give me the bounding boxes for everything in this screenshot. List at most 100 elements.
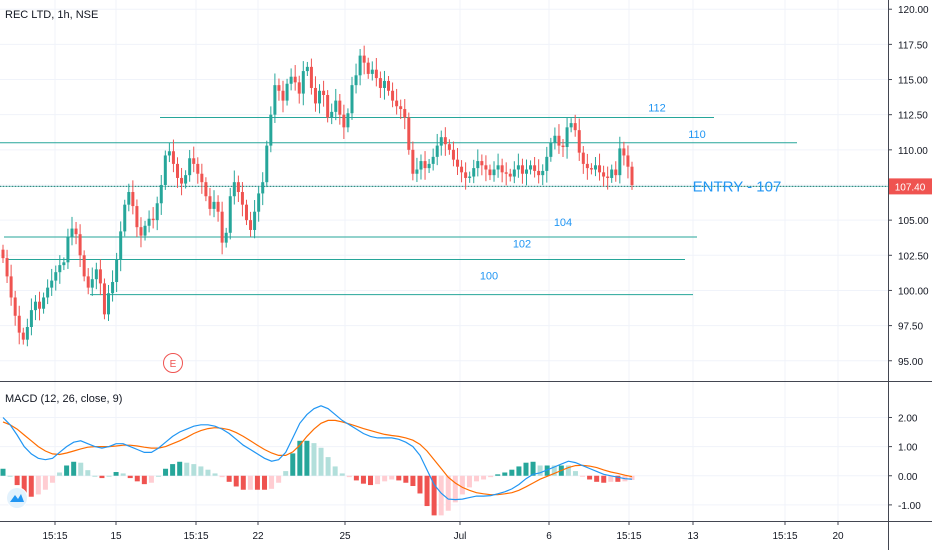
candle-body: [70, 228, 74, 238]
candle-body: [261, 182, 265, 194]
candle-body: [545, 156, 549, 171]
candle-body: [102, 283, 106, 315]
candle-body: [9, 276, 13, 298]
candle-body: [167, 151, 171, 156]
candle-body: [46, 287, 50, 298]
candle-body: [614, 169, 618, 176]
macd-hist-bar: [530, 461, 536, 476]
candle-body: [98, 269, 102, 284]
candle-body: [281, 90, 285, 101]
price-tick-label: 117.50: [898, 40, 928, 51]
candle-body: [180, 177, 184, 184]
price-tick-label: 100.00: [898, 286, 929, 297]
macd-line: [2, 405, 633, 501]
macd-hist-bar: [523, 462, 529, 476]
candle-body: [13, 297, 17, 316]
candle-body: [618, 148, 622, 176]
time-tick-label: Jul: [454, 531, 467, 542]
candle-body: [378, 78, 382, 88]
candle-body: [123, 204, 127, 232]
candle-body: [50, 280, 54, 288]
macd-tick-label: 2.00: [898, 413, 918, 424]
macd-hist-bar: [375, 475, 381, 485]
event-marker[interactable]: E: [163, 353, 183, 373]
candle-body: [309, 66, 313, 88]
macd-hist-bar: [325, 457, 331, 476]
macd-hist-bar: [551, 465, 557, 476]
macd-hist-bar: [544, 465, 550, 476]
macd-hist-bar: [318, 447, 324, 476]
candle-body: [565, 127, 569, 148]
macd-hist-bar: [177, 461, 183, 476]
candle-body: [17, 315, 21, 333]
macd-hist-bar: [113, 472, 119, 476]
candle-body: [541, 170, 545, 176]
price-tick-label: 115.00: [898, 76, 928, 87]
candle-body: [557, 135, 561, 146]
candle-body: [82, 255, 86, 277]
candle-body: [593, 165, 597, 170]
macd-hist-bar: [438, 475, 444, 516]
candle-body: [342, 114, 346, 128]
candle-body: [293, 76, 297, 83]
candle-body: [244, 204, 248, 221]
level-label-entry-107: ENTRY - 107: [693, 178, 782, 195]
tradingview-logo-icon[interactable]: [6, 487, 28, 509]
candle-body: [322, 90, 326, 95]
candle-body: [516, 165, 520, 170]
candle-body: [74, 228, 78, 235]
macd-hist-bar: [247, 475, 253, 490]
candle-body: [626, 155, 630, 167]
time-tick-label: 22: [252, 531, 264, 542]
candle-body: [184, 175, 188, 184]
candle-body: [403, 109, 407, 118]
candle-body: [107, 293, 111, 315]
candle-body: [451, 149, 455, 160]
candle-body: [54, 272, 58, 281]
candle-body: [58, 265, 62, 273]
candle-body: [33, 301, 37, 311]
symbol-title: REC LTD, 1h, NSE: [5, 9, 99, 21]
macd-hist-bar: [35, 475, 41, 495]
macd-hist-bar: [240, 475, 246, 490]
macd-hist-bar: [7, 475, 13, 477]
candle-body: [269, 114, 273, 146]
time-tick-label: 25: [339, 531, 351, 542]
candle-body: [29, 310, 33, 328]
candle-body: [257, 193, 261, 212]
horizontal-levels[interactable]: 112 110 ENTRY - 107 104 102 100: [0, 102, 888, 296]
macd-hist-bar: [452, 475, 458, 503]
candle-body: [236, 182, 240, 193]
candle-body: [21, 332, 25, 340]
candle-body: [111, 282, 115, 294]
time-tick-label: 15:15: [616, 531, 641, 542]
level-label-100: 100: [480, 271, 498, 283]
candle-body: [484, 165, 488, 170]
macd-hist-bar: [587, 475, 593, 480]
time-tick-label: 15: [110, 531, 122, 542]
event-marker-circle[interactable]: [163, 353, 183, 373]
candle-body: [305, 66, 309, 72]
macd-hist-bar: [191, 464, 197, 476]
macd-hist-bar: [78, 462, 84, 476]
macd-hist-bar: [163, 468, 169, 476]
candle-body: [630, 166, 634, 185]
macd-hist-bar: [304, 440, 310, 476]
candle-body: [224, 232, 228, 243]
candle-body: [399, 106, 403, 110]
candle-body: [354, 75, 358, 86]
time-tick-label: 6: [546, 531, 552, 542]
candle-body: [192, 158, 196, 164]
time-tick-label: 15:15: [772, 531, 797, 542]
macd-hist-bar: [516, 466, 522, 476]
candle-body: [175, 163, 179, 178]
candle-body: [553, 135, 557, 143]
macd-hist-bar: [417, 475, 423, 494]
macd-hist-bar: [572, 471, 578, 476]
macd-indicator-label: MACD (12, 26, close, 9): [5, 393, 123, 405]
candle-body: [42, 297, 46, 309]
macd-hist-bar: [466, 475, 472, 488]
candle-body: [585, 163, 589, 169]
